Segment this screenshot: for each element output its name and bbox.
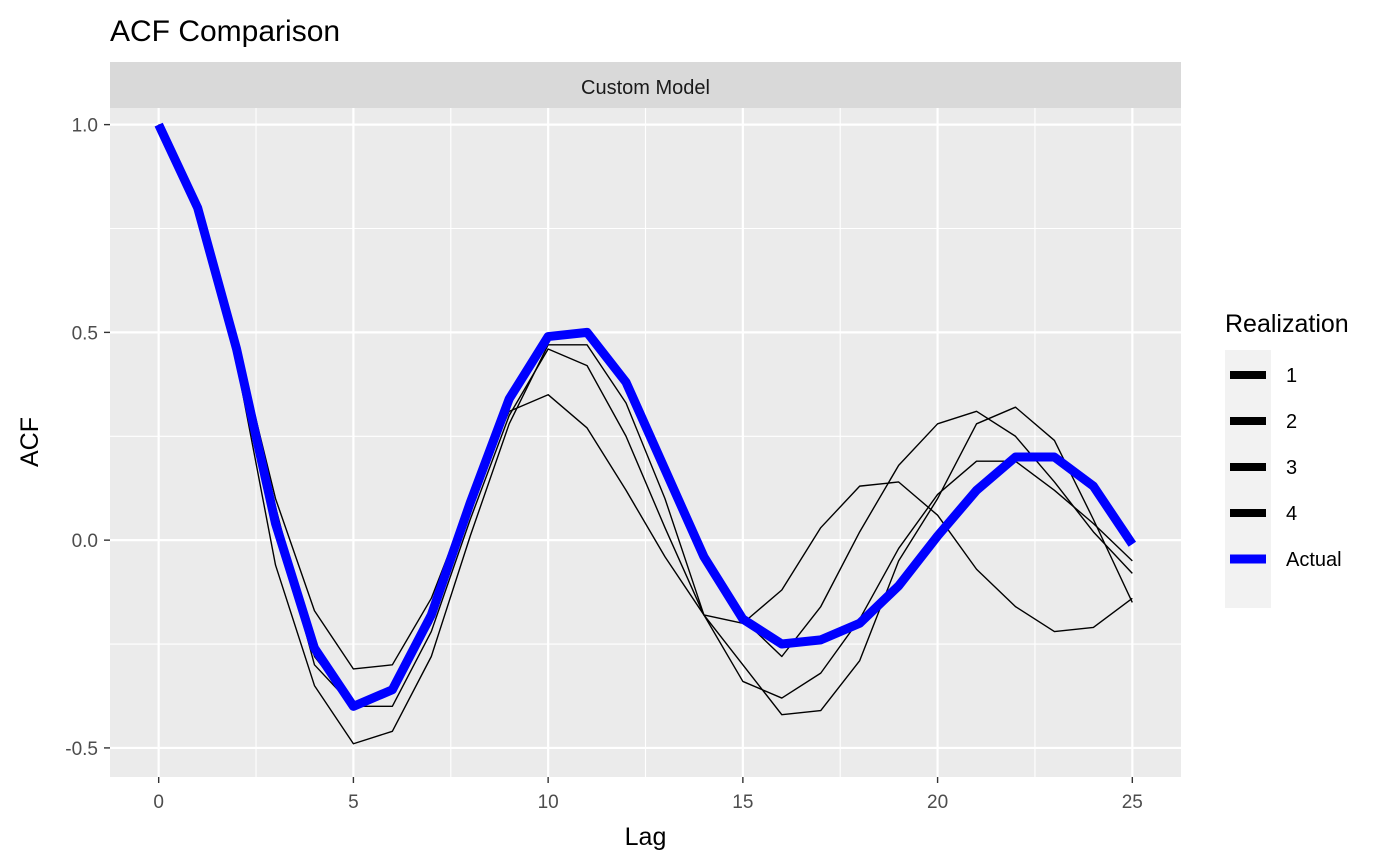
y-tick-label: 0.5 <box>72 323 98 344</box>
x-tick-label: 25 <box>1122 792 1143 813</box>
y-tick-label: -0.5 <box>65 739 98 760</box>
legend-label-actual: Actual <box>1286 549 1342 571</box>
legend-label-4: 4 <box>1286 503 1297 525</box>
series-line-actual <box>154 122 1137 711</box>
x-axis-title: Lag <box>625 823 667 851</box>
y-tick-label: 1.0 <box>72 116 98 137</box>
x-tick-label: 10 <box>538 792 559 813</box>
legend-title: Realization <box>1225 310 1349 338</box>
series-line-4 <box>158 124 1133 745</box>
legend-label-2: 2 <box>1286 411 1297 433</box>
legend-label-1: 1 <box>1286 365 1297 387</box>
y-axis: -0.5 0.0 0.5 1.0 <box>65 116 110 760</box>
legend-key-background <box>1225 350 1271 608</box>
legend-label-3: 3 <box>1286 457 1297 479</box>
x-tick-label: 0 <box>153 792 164 813</box>
series-lines <box>154 122 1137 745</box>
legend: Realization 1 2 3 4 Actual <box>1225 310 1349 608</box>
facet-strip <box>110 62 1181 108</box>
facet-label: Custom Model <box>581 77 710 99</box>
x-tick-label: 5 <box>348 792 359 813</box>
x-axis: 0 5 10 15 20 25 <box>153 777 1143 813</box>
series-line-2 <box>158 124 1133 670</box>
y-axis-title: ACF <box>16 417 44 467</box>
x-tick-label: 20 <box>927 792 948 813</box>
x-tick-label: 15 <box>732 792 753 813</box>
chart-title: ACF Comparison <box>110 15 340 48</box>
y-tick-label: 0.0 <box>72 531 98 552</box>
